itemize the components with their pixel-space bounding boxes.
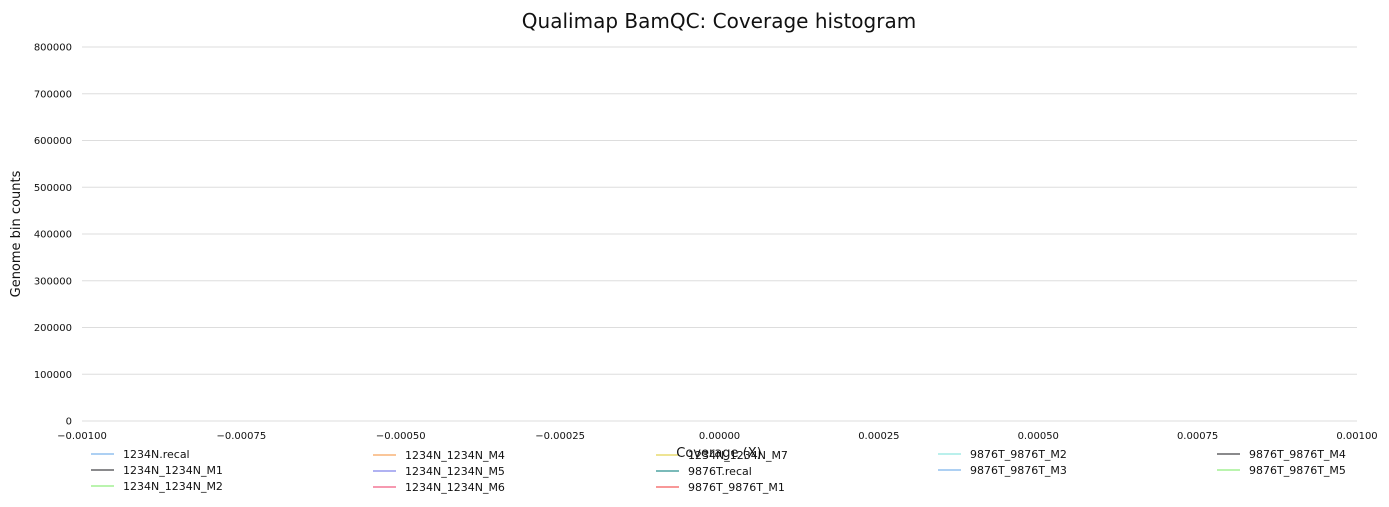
legend-label: 1234N_1234N_M4 (405, 449, 505, 462)
legend-item: 9876T_9876T_M3 (938, 464, 1067, 477)
x-tick-label: −0.00075 (217, 431, 267, 442)
chart-title: Qualimap BamQC: Coverage histogram (522, 9, 916, 33)
x-tick-label: −0.00100 (57, 431, 107, 442)
x-tick-label: 0.00025 (858, 431, 899, 442)
y-tick-label: 700000 (34, 89, 72, 100)
legend-item: 1234N_1234N_M4 (373, 449, 505, 462)
y-tick-label: 400000 (34, 230, 72, 241)
legend: 1234N.recal 1234N_1234N_M1 1234N_1234N_M2 1… (91, 448, 1346, 494)
legend-label: 1234N_1234N_M2 (123, 480, 223, 493)
legend-item: 1234N_1234N_M2 (91, 480, 223, 493)
y-axis-label: Genome bin counts (9, 170, 24, 297)
legend-item: 1234N.recal (91, 448, 190, 461)
x-tick-label: −0.00050 (376, 431, 426, 442)
legend-label: 1234N.recal (123, 448, 190, 461)
x-tick-label: 0.00000 (699, 431, 740, 442)
legend-item: 9876T_9876T_M1 (656, 481, 785, 494)
legend-label: 9876T_9876T_M3 (970, 464, 1067, 477)
x-tick-label: 0.00050 (1018, 431, 1059, 442)
y-tick-label: 200000 (34, 323, 72, 334)
legend-label: 9876T.recal (688, 465, 752, 478)
y-tick-label: 600000 (34, 136, 72, 147)
x-tick-label: 0.00075 (1177, 431, 1218, 442)
y-tick-label: 800000 (34, 43, 72, 54)
x-tick-label: 0.00100 (1336, 431, 1377, 442)
legend-item: 1234N_1234N_M5 (373, 465, 505, 478)
gridlines (82, 46, 1357, 422)
legend-item: 1234N_1234N_M7 (656, 449, 788, 462)
legend-label: 9876T_9876T_M2 (970, 448, 1067, 461)
legend-label: 1234N_1234N_M1 (123, 464, 223, 477)
x-axis-label: Coverage (X) (676, 446, 761, 461)
legend-label: 9876T_9876T_M1 (688, 481, 785, 494)
x-axis-ticks: −0.00100 −0.00075 −0.00050 −0.00025 0.00000 0… (57, 431, 1378, 442)
legend-label: 1234N_1234N_M5 (405, 465, 505, 478)
y-tick-label: 300000 (34, 276, 72, 287)
y-tick-label: 0 (66, 417, 72, 428)
legend-item: 1234N_1234N_M6 (373, 481, 505, 494)
legend-label: 9876T_9876T_M4 (1249, 448, 1346, 461)
legend-label: 1234N_1234N_M6 (405, 481, 505, 494)
y-tick-label: 100000 (34, 370, 72, 381)
legend-item: 9876T_9876T_M4 (1217, 448, 1346, 461)
y-axis-ticks: 0 100000 200000 300000 400000 500000 600000 700… (34, 43, 72, 428)
legend-label: 1234N_1234N_M7 (688, 449, 788, 462)
legend-label: 9876T_9876T_M5 (1249, 464, 1346, 477)
legend-item: 9876T_9876T_M5 (1217, 464, 1346, 477)
x-tick-label: −0.00025 (535, 431, 585, 442)
legend-item: 9876T_9876T_M2 (938, 448, 1067, 461)
y-tick-label: 500000 (34, 183, 72, 194)
legend-item: 1234N_1234N_M1 (91, 464, 223, 477)
legend-item: 9876T.recal (656, 465, 752, 478)
